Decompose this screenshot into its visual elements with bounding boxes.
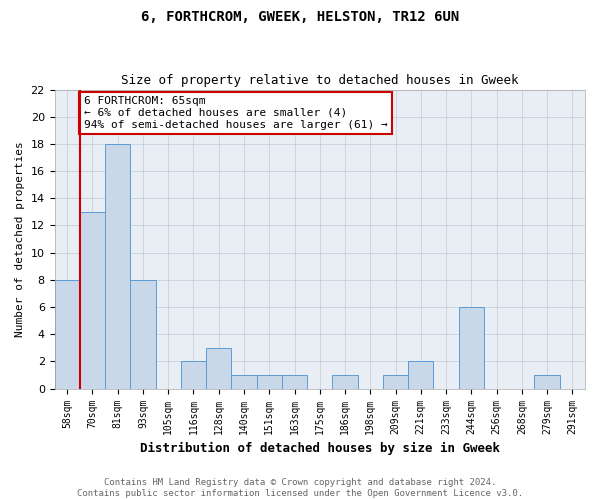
- Text: 6 FORTHCROM: 65sqm
← 6% of detached houses are smaller (4)
94% of semi-detached : 6 FORTHCROM: 65sqm ← 6% of detached hous…: [83, 96, 388, 130]
- Bar: [383, 375, 408, 388]
- Text: 6, FORTHCROM, GWEEK, HELSTON, TR12 6UN: 6, FORTHCROM, GWEEK, HELSTON, TR12 6UN: [141, 10, 459, 24]
- Bar: [332, 375, 358, 388]
- Bar: [181, 362, 206, 388]
- Title: Size of property relative to detached houses in Gweek: Size of property relative to detached ho…: [121, 74, 518, 87]
- Bar: [206, 348, 232, 389]
- X-axis label: Distribution of detached houses by size in Gweek: Distribution of detached houses by size …: [140, 442, 500, 455]
- Bar: [80, 212, 105, 388]
- Y-axis label: Number of detached properties: Number of detached properties: [15, 141, 25, 337]
- Text: Contains HM Land Registry data © Crown copyright and database right 2024.
Contai: Contains HM Land Registry data © Crown c…: [77, 478, 523, 498]
- Bar: [105, 144, 130, 388]
- Bar: [257, 375, 282, 388]
- Bar: [282, 375, 307, 388]
- Bar: [232, 375, 257, 388]
- Bar: [55, 280, 80, 388]
- Bar: [535, 375, 560, 388]
- Bar: [408, 362, 433, 388]
- Bar: [130, 280, 155, 388]
- Bar: [458, 307, 484, 388]
